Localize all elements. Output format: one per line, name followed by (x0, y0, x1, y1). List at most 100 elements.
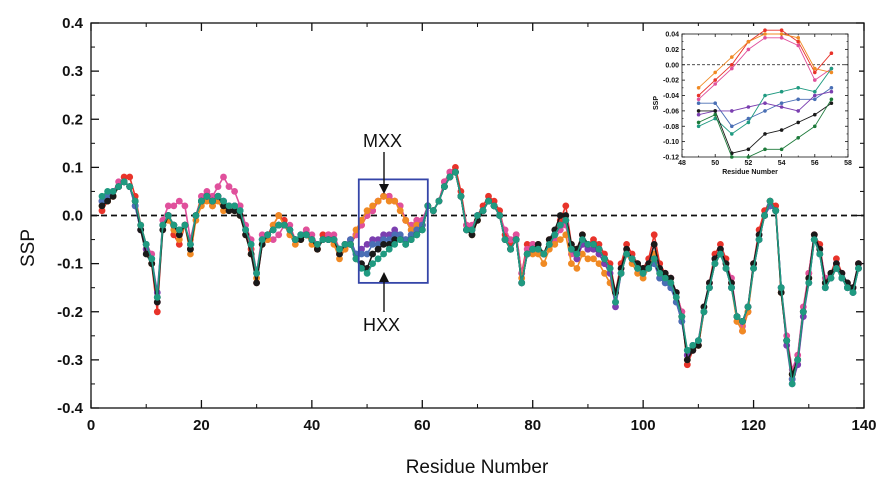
data-point (584, 255, 592, 263)
data-point (336, 250, 343, 258)
data-point (457, 192, 465, 200)
data-point (391, 197, 399, 205)
data-point (579, 236, 586, 244)
inset-data-point (813, 70, 817, 75)
inset-x-axis-label: Residue Number (722, 169, 778, 176)
data-point (855, 265, 862, 272)
data-point (739, 318, 746, 325)
x-tick-label: 120 (741, 417, 766, 434)
data-point (126, 173, 134, 181)
data-point (198, 192, 205, 200)
inset-data-point (730, 124, 734, 129)
data-point (733, 318, 741, 325)
inset-data-point (813, 124, 817, 129)
data-point (374, 236, 382, 244)
data-point (584, 245, 592, 253)
data-point (540, 260, 548, 267)
data-point (413, 221, 421, 229)
data-point (639, 274, 647, 282)
inset-data-point (829, 86, 834, 90)
data-point (380, 236, 387, 244)
data-point (534, 250, 542, 258)
data-point (175, 231, 183, 239)
data-point (209, 202, 216, 210)
inset-data-point (713, 112, 717, 117)
data-point (236, 202, 244, 210)
data-point (612, 303, 619, 311)
data-point (556, 236, 564, 244)
data-point (595, 260, 603, 267)
data-point (308, 231, 316, 239)
data-point (131, 197, 139, 205)
inset-y-tick-label: 0.00 (665, 62, 679, 69)
data-point (474, 212, 481, 219)
data-point (844, 284, 851, 292)
data-point (590, 241, 597, 248)
inset-data-point (730, 63, 734, 67)
data-point (634, 269, 641, 277)
x-tick-label: 100 (631, 417, 656, 434)
data-point (512, 236, 520, 244)
inset-y-tick-label: 0.02 (665, 47, 679, 54)
data-point (783, 337, 791, 344)
data-point (645, 265, 653, 272)
data-point (601, 269, 608, 277)
data-point (634, 265, 641, 272)
inset-data-point (829, 97, 834, 102)
data-point (490, 197, 498, 205)
data-point (109, 188, 117, 195)
data-point (507, 236, 514, 244)
inset-data-point (813, 112, 817, 117)
data-point (799, 308, 807, 316)
inset-data-point (779, 147, 784, 152)
data-point (269, 236, 277, 244)
data-point (523, 241, 531, 248)
data-point (689, 342, 697, 349)
data-point (623, 250, 630, 258)
inset-data-point (796, 97, 800, 102)
data-point (413, 226, 421, 234)
data-point (104, 188, 111, 195)
data-point (374, 197, 382, 205)
data-point (672, 293, 680, 301)
data-point (639, 269, 647, 277)
data-point (562, 216, 570, 224)
data-point (264, 231, 272, 239)
data-point (446, 168, 454, 176)
inset-data-point (829, 89, 834, 94)
data-point (695, 337, 702, 344)
data-point (302, 226, 310, 234)
data-point (170, 202, 178, 210)
inset-x-tick-label: 58 (844, 160, 852, 167)
data-point (319, 236, 327, 244)
data-point (347, 236, 354, 244)
y-tick-label: 0.0 (62, 208, 83, 225)
data-point (181, 202, 189, 210)
data-point (214, 192, 222, 200)
inset-data-point (813, 97, 817, 102)
data-point (225, 183, 233, 191)
data-point (203, 197, 211, 205)
data-point (203, 188, 211, 195)
series-6 (98, 168, 862, 388)
hxx-arrow-head (379, 272, 389, 282)
data-point (137, 221, 145, 229)
y-tick-label: -0.2 (57, 304, 83, 321)
data-point (187, 250, 194, 258)
y-tick-label: 0.1 (62, 159, 83, 176)
data-point (275, 231, 283, 239)
data-point (678, 313, 686, 320)
data-point (297, 236, 305, 244)
data-point (380, 231, 387, 239)
data-point (358, 216, 365, 224)
inset-data-point (746, 116, 751, 121)
x-tick-label: 80 (524, 417, 541, 434)
data-point (369, 236, 376, 244)
y-tick-label: -0.4 (57, 400, 84, 417)
y-tick-label: -0.1 (57, 256, 83, 273)
highlight-box (357, 178, 429, 284)
inset-data-point (746, 105, 751, 109)
data-point (463, 226, 470, 234)
data-point (805, 279, 813, 287)
